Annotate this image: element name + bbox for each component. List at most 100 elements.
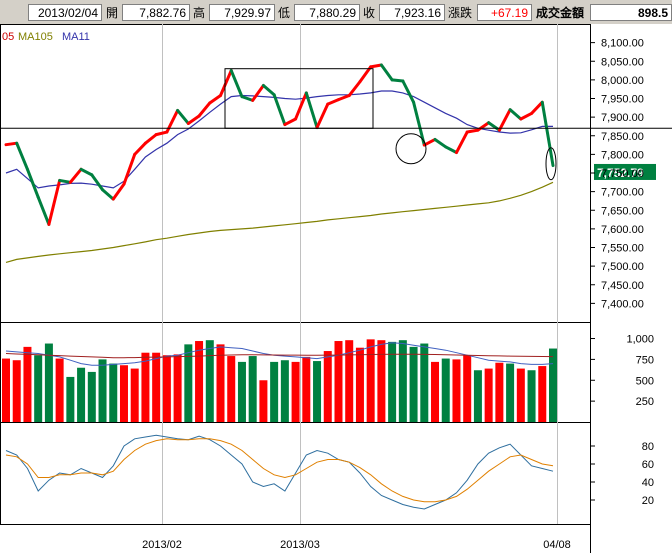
volume-tick-label: 250 [636, 396, 654, 408]
volume-bar [441, 358, 450, 422]
price-segment [444, 145, 458, 155]
volume-bar [141, 352, 150, 422]
high-label: 高 [193, 6, 206, 20]
price-segment [304, 91, 319, 130]
price-segment [197, 101, 212, 118]
legend-ma11: MA11 [62, 31, 90, 43]
ma105-line [5, 181, 554, 263]
price-tick-label: 7,650.00 [601, 205, 644, 217]
ma11-line [5, 90, 553, 189]
price-segment [143, 133, 158, 145]
volume-bar [87, 371, 96, 422]
price-segment [422, 137, 437, 147]
volume-bar [98, 359, 107, 422]
volume-bar [152, 352, 161, 422]
price-segment [240, 95, 255, 102]
volume-bar [302, 356, 311, 422]
price-segment [326, 98, 340, 106]
legend-ma-a: 05 [2, 31, 14, 43]
volume-bar [216, 344, 225, 422]
volume-bar [130, 368, 139, 422]
volume-bar [431, 361, 440, 422]
price-segment [294, 91, 308, 121]
price-segment [530, 100, 544, 115]
price-tick-label: 8,000.00 [601, 75, 644, 87]
oscillator-d-line [5, 438, 554, 503]
close-value: 7,923.16 [379, 4, 445, 21]
volume-bar [237, 361, 246, 422]
price-tick-label: 8,100.00 [601, 38, 644, 50]
price-segment [133, 141, 147, 156]
price-tick-label: 7,400.00 [601, 298, 644, 310]
price-tick-label: 7,500.00 [601, 261, 644, 273]
price-segment [176, 108, 190, 125]
low-value: 7,880.29 [294, 4, 360, 21]
price-tick-label: 7,600.00 [601, 224, 644, 236]
volume-bar [184, 344, 193, 422]
highlight-ellipse [545, 147, 557, 181]
volume-bar [23, 346, 32, 422]
price-segment [519, 111, 534, 121]
volume-bar [162, 355, 171, 422]
volume-ma-short [5, 342, 554, 366]
oscillator-tick-label: 20 [642, 495, 654, 507]
price-segment [336, 94, 351, 102]
volume-bar [119, 365, 128, 422]
amount-value: 898.5 [590, 4, 672, 21]
price-segment [487, 121, 501, 132]
volume-bar [345, 340, 354, 422]
price-segment [25, 167, 40, 199]
volume-bar [377, 340, 386, 422]
price-segment [358, 65, 373, 84]
price-segment [79, 167, 94, 177]
price-segment [4, 141, 19, 147]
last-price-badge [594, 163, 656, 180]
price-tick-label: 7,550.00 [601, 243, 644, 255]
price-segment [454, 130, 469, 155]
volume-bar [409, 346, 418, 422]
volume-bar [2, 358, 10, 422]
price-segment [251, 83, 265, 102]
price-segment [401, 79, 416, 104]
price-segment [540, 100, 555, 168]
price-segment [219, 69, 233, 98]
volume-bar [355, 347, 364, 422]
volume-bar [270, 361, 279, 422]
oscillator-tick-label: 80 [642, 441, 654, 453]
price-segment [369, 63, 383, 69]
price-tick-label: 7,850.00 [601, 131, 644, 143]
price-segment [47, 178, 62, 226]
volume-tick-label: 1,000 [626, 334, 654, 346]
volume-bar [12, 360, 21, 422]
volume-ma-long [5, 353, 554, 359]
price-segment [154, 130, 169, 137]
highlight-box [224, 68, 374, 129]
stock-chart[interactable]: 7,752.79 2013/02 2013/03 04/08 7,400.00 7,45… [0, 24, 672, 553]
volume-bar [334, 341, 343, 422]
volume-bar [205, 340, 214, 422]
price-tick-label: 7,900.00 [601, 112, 644, 124]
price-segment [36, 195, 51, 226]
volume-bar [227, 356, 236, 422]
low-label: 低 [278, 6, 291, 20]
price-segment [315, 102, 330, 130]
price-segment [15, 141, 29, 171]
price-segment [208, 94, 223, 105]
volume-bar [109, 363, 118, 422]
price-tick-label: 7,800.00 [601, 149, 644, 161]
price-segment [508, 108, 523, 121]
volume-bar [259, 380, 268, 422]
volume-bar [388, 341, 397, 422]
amount-label: 成交金額 [536, 6, 585, 20]
volume-bar [452, 359, 461, 422]
volume-bar [313, 361, 322, 422]
volume-bar [55, 358, 64, 422]
volume-bar [495, 362, 504, 422]
price-segment [122, 152, 137, 186]
volume-bar [506, 363, 515, 422]
volume-bar [291, 361, 300, 422]
volume-bar [473, 370, 482, 422]
x-tick-label: 2013/03 [280, 539, 320, 551]
price-tick-label: 7,750.00 [601, 168, 644, 180]
price-segment [379, 63, 394, 82]
